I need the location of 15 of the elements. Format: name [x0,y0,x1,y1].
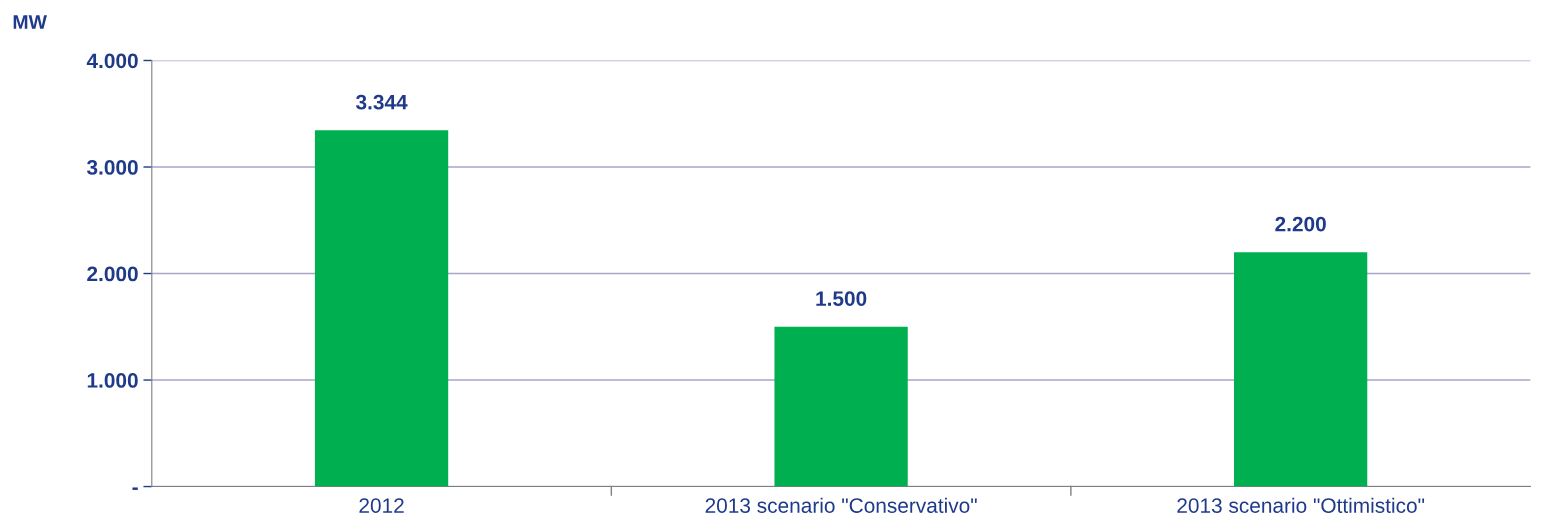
y-tick-label: 3.000 [86,160,138,175]
y-tick-label: - [132,487,138,490]
data-label: 1.500 [816,291,867,306]
bar [774,326,908,487]
data-label: 2.200 [1275,216,1326,232]
x-tick-label: 2013 scenario "Ottimistico" [1177,497,1425,513]
bar [1234,252,1368,487]
data-label: 3.344 [355,94,408,110]
x-tick-label: 2013 scenario "Conservativo" [705,497,977,513]
x-tick-label: 2012 [359,498,404,513]
y-tick-label: 2.000 [87,266,138,282]
y-axis-title: MW [13,15,47,29]
bar [314,130,449,487]
y-tick-label: 4.000 [86,53,138,69]
y-tick-label: 1.000 [87,373,138,388]
